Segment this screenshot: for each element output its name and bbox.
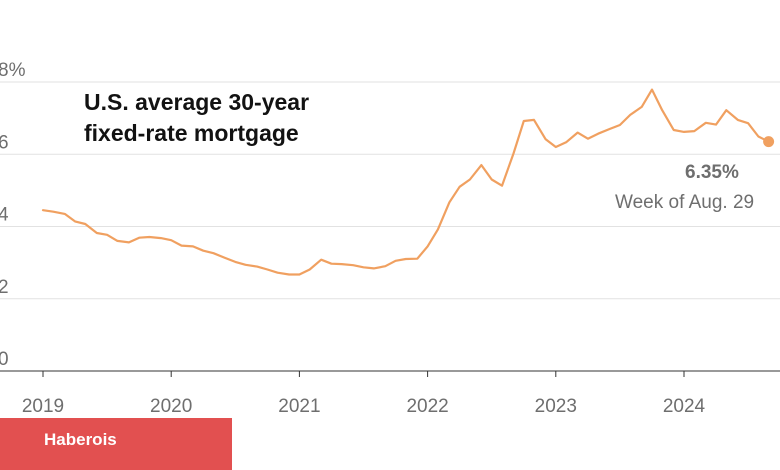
x-tick-labels: 2019 2020 2021 2022 2023 2024 — [22, 396, 706, 417]
y-tick-label-6: 6 — [0, 132, 9, 153]
series-group — [41, 88, 775, 276]
latest-value-point — [763, 136, 775, 148]
x-axis — [0, 370, 780, 377]
y-tick-label-8: 8% — [0, 60, 26, 81]
x-tick-label-2020: 2020 — [150, 396, 192, 417]
y-tick-label-2: 2 — [0, 277, 9, 298]
source-badge-label: Haberois — [44, 430, 117, 449]
annotation-value: 6.35% — [685, 162, 739, 183]
source-badge: Haberois — [0, 418, 232, 470]
x-tick-label-2022: 2022 — [406, 396, 448, 417]
chart-title-line-2: fixed-rate mortgage — [84, 120, 299, 146]
y-tick-label-4: 4 — [0, 205, 9, 226]
y-tick-labels: 8% 6 4 2 0 — [0, 60, 26, 370]
y-tick-label-0: 0 — [0, 349, 9, 370]
grid-lines — [0, 81, 780, 300]
x-tick-label-2024: 2024 — [663, 396, 706, 417]
x-tick-label-2021: 2021 — [278, 396, 320, 417]
x-tick-label-2023: 2023 — [535, 396, 577, 417]
x-tick-label-2019: 2019 — [22, 396, 64, 417]
chart-title-line-1: U.S. average 30-year — [84, 89, 309, 115]
annotation-label: Week of Aug. 29 — [615, 192, 754, 213]
series-line-0 — [41, 88, 770, 276]
